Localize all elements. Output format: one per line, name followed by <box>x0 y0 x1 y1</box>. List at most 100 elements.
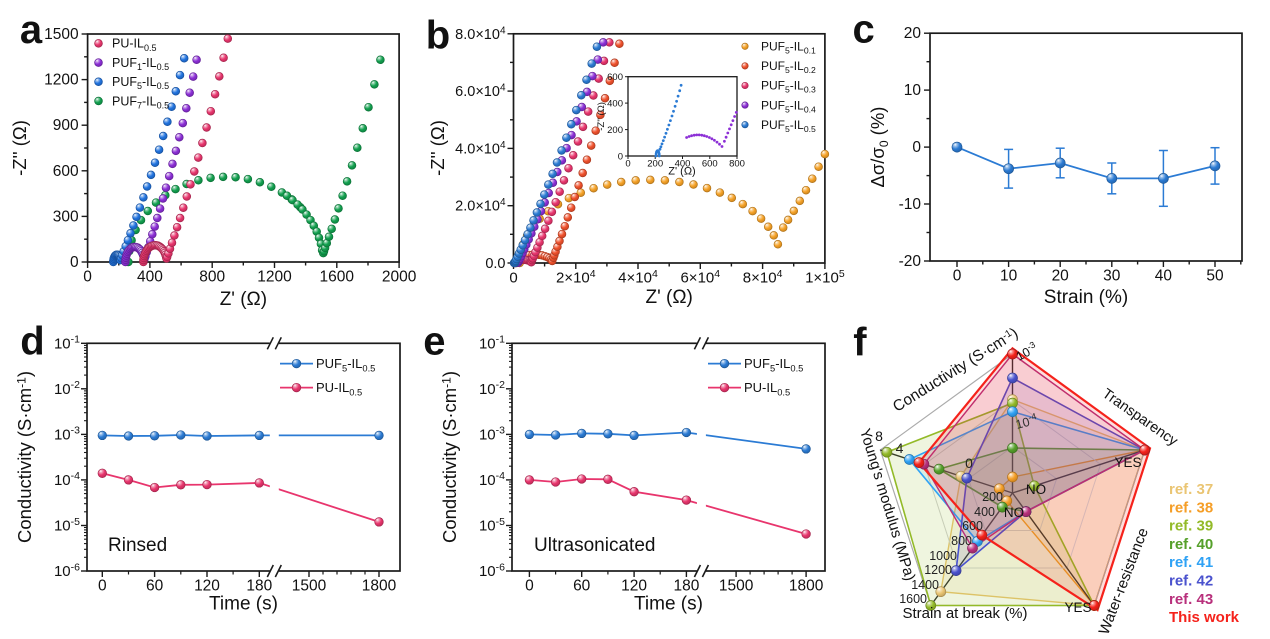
svg-text:1600: 1600 <box>899 592 927 606</box>
svg-text:PUF5-IL0.1: PUF5-IL0.1 <box>761 40 816 56</box>
svg-text:b: b <box>426 14 450 58</box>
svg-text:600: 600 <box>607 72 623 83</box>
svg-text:Z' (Ω): Z' (Ω) <box>646 287 693 308</box>
svg-text:YES: YES <box>1114 455 1141 470</box>
svg-text:8: 8 <box>875 428 883 444</box>
svg-text:1200: 1200 <box>44 72 79 89</box>
svg-text:800: 800 <box>729 159 745 170</box>
svg-text:800: 800 <box>199 269 225 286</box>
svg-text:60: 60 <box>573 578 591 595</box>
svg-text:50: 50 <box>1206 268 1224 285</box>
svg-text:Conductivity (S·cm-1): Conductivity (S·cm-1) <box>439 371 460 543</box>
svg-text:PUF5-IL0.4: PUF5-IL0.4 <box>761 98 816 114</box>
svg-text:ref. 43: ref. 43 <box>1169 591 1213 608</box>
svg-text:-Z'' (Ω): -Z'' (Ω) <box>427 120 448 176</box>
svg-text:Conductivity (S·cm-1): Conductivity (S·cm-1) <box>14 371 35 543</box>
svg-text:1400: 1400 <box>911 578 939 592</box>
svg-text:0: 0 <box>953 268 962 285</box>
svg-text:120: 120 <box>194 578 220 595</box>
svg-text:Strain (%): Strain (%) <box>1044 287 1128 308</box>
svg-text:Time (s): Time (s) <box>634 594 703 615</box>
svg-text:600: 600 <box>702 159 718 170</box>
svg-text:ref. 40: ref. 40 <box>1169 536 1213 553</box>
svg-text:400: 400 <box>137 269 163 286</box>
svg-text:10: 10 <box>904 82 922 99</box>
svg-text:0: 0 <box>625 159 630 170</box>
svg-text:Z' (Ω): Z' (Ω) <box>220 289 267 310</box>
svg-text:300: 300 <box>53 208 79 225</box>
svg-text:Z' (Ω): Z' (Ω) <box>668 166 695 178</box>
svg-text:ref. 42: ref. 42 <box>1169 573 1213 590</box>
svg-text:200: 200 <box>982 490 1003 504</box>
svg-text:NO: NO <box>1004 505 1024 520</box>
svg-text:e: e <box>423 320 445 364</box>
svg-text:2.0×104: 2.0×104 <box>455 197 506 215</box>
svg-text:1600: 1600 <box>320 269 355 286</box>
svg-text:PUF7-IL0.5: PUF7-IL0.5 <box>112 94 169 110</box>
svg-text:f: f <box>853 320 867 364</box>
svg-text:0: 0 <box>83 269 92 286</box>
svg-text:400: 400 <box>607 99 623 110</box>
svg-text:4.0×104: 4.0×104 <box>455 140 506 158</box>
svg-text:2000: 2000 <box>382 269 417 286</box>
svg-text:0: 0 <box>525 578 534 595</box>
svg-text:180: 180 <box>246 578 272 595</box>
svg-text:PUF1-IL0.5: PUF1-IL0.5 <box>112 56 169 72</box>
svg-text:400: 400 <box>974 505 995 519</box>
svg-text:0: 0 <box>509 270 517 287</box>
svg-text:1×105: 1×105 <box>805 268 845 287</box>
svg-text:d: d <box>20 320 44 364</box>
svg-text:-Z'' (Ω): -Z'' (Ω) <box>596 102 607 131</box>
svg-text:Rinsed: Rinsed <box>108 535 167 556</box>
svg-text:0: 0 <box>618 152 623 163</box>
svg-text:Strain at break (%): Strain at break (%) <box>902 605 1027 622</box>
svg-text:0: 0 <box>912 139 921 156</box>
svg-text:200: 200 <box>607 125 623 136</box>
svg-text:Ultrasonicated: Ultrasonicated <box>534 535 655 556</box>
svg-text:YES: YES <box>1064 600 1091 615</box>
svg-text:1500: 1500 <box>292 578 327 595</box>
svg-text:PUF5-IL0.5: PUF5-IL0.5 <box>112 75 169 91</box>
svg-text:PUF5-IL0.2: PUF5-IL0.2 <box>761 59 816 75</box>
svg-text:NO: NO <box>1026 482 1046 497</box>
svg-text:60: 60 <box>146 578 164 595</box>
svg-text:ref. 37: ref. 37 <box>1169 481 1213 498</box>
svg-text:4×104: 4×104 <box>618 268 658 287</box>
svg-text:1800: 1800 <box>362 578 397 595</box>
svg-text:ref. 38: ref. 38 <box>1169 499 1213 516</box>
svg-text:1200: 1200 <box>924 563 952 577</box>
svg-text:20: 20 <box>904 25 922 42</box>
svg-text:2×104: 2×104 <box>556 268 596 287</box>
svg-text:120: 120 <box>621 578 647 595</box>
svg-text:10: 10 <box>1000 268 1018 285</box>
svg-text:8×104: 8×104 <box>743 268 783 287</box>
svg-text:0: 0 <box>70 254 79 271</box>
svg-text:0.0: 0.0 <box>485 256 505 272</box>
svg-text:40: 40 <box>1155 268 1173 285</box>
svg-text:1500: 1500 <box>44 26 79 43</box>
svg-text:4: 4 <box>896 440 904 456</box>
svg-text:This work: This work <box>1169 609 1240 626</box>
svg-text:180: 180 <box>673 578 699 595</box>
svg-text:1500: 1500 <box>719 578 754 595</box>
svg-text:PUF5-IL0.5: PUF5-IL0.5 <box>744 356 803 373</box>
svg-text:ref. 41: ref. 41 <box>1169 554 1213 571</box>
svg-text:6×104: 6×104 <box>680 268 720 287</box>
svg-text:8.0×104: 8.0×104 <box>455 25 506 43</box>
svg-text:ref. 39: ref. 39 <box>1169 518 1213 535</box>
svg-text:PUF5-IL0.3: PUF5-IL0.3 <box>761 79 816 95</box>
svg-text:30: 30 <box>1103 268 1121 285</box>
svg-text:a: a <box>20 8 43 52</box>
svg-text:1800: 1800 <box>789 578 824 595</box>
svg-text:800: 800 <box>951 534 972 548</box>
svg-text:PUF5-IL0.5: PUF5-IL0.5 <box>316 356 375 373</box>
svg-text:1000: 1000 <box>929 549 957 563</box>
svg-text:-10: -10 <box>899 196 922 213</box>
svg-text:-20: -20 <box>899 253 922 270</box>
svg-text:600: 600 <box>53 163 79 180</box>
svg-text:PUF5-IL0.5: PUF5-IL0.5 <box>761 118 816 134</box>
svg-text:Time (s): Time (s) <box>209 594 278 615</box>
svg-text:c: c <box>853 8 875 52</box>
svg-text:1200: 1200 <box>257 269 292 286</box>
svg-text:900: 900 <box>53 117 79 134</box>
